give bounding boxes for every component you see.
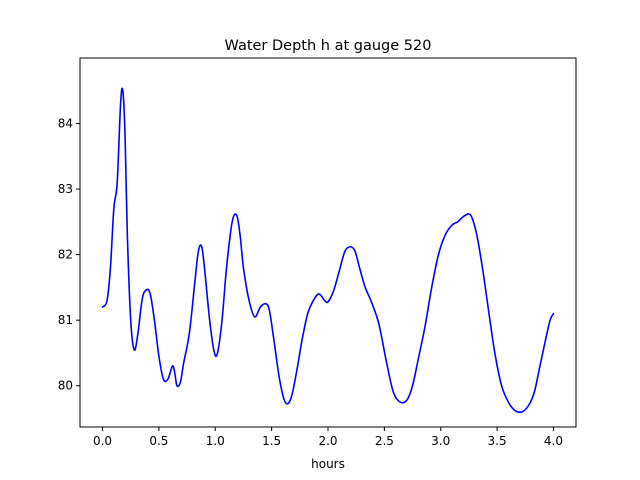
- y-tick-label: 81: [58, 313, 73, 327]
- x-tick-label: 2.0: [318, 434, 337, 448]
- y-tick-label: 82: [58, 248, 73, 262]
- x-tick-label: 3.5: [488, 434, 507, 448]
- plot-frame: [79, 57, 577, 428]
- x-tick-label: 4.0: [544, 434, 563, 448]
- y-tick-label: 80: [58, 379, 73, 393]
- x-tick-label: 0.5: [149, 434, 168, 448]
- y-tick-label: 84: [58, 117, 73, 131]
- x-axis: 0.0 0.5 1.0 1.5 2.0 2.5 3.0 3.5 4.0: [93, 427, 563, 448]
- x-tick-label: 3.0: [431, 434, 450, 448]
- x-tick-label: 0.0: [93, 434, 112, 448]
- series-layer: [101, 87, 555, 414]
- y-tick-label: 83: [58, 182, 73, 196]
- series-line-0: [101, 87, 555, 414]
- chart-title: Water Depth h at gauge 520: [225, 38, 432, 54]
- y-axis: 80 81 82 83 84: [58, 117, 80, 393]
- plot-area: [80, 58, 576, 427]
- x-tick-label: 1.0: [206, 434, 225, 448]
- x-axis-label: hours: [311, 457, 345, 471]
- x-tick-label: 2.5: [375, 434, 394, 448]
- x-tick-label: 1.5: [262, 434, 281, 448]
